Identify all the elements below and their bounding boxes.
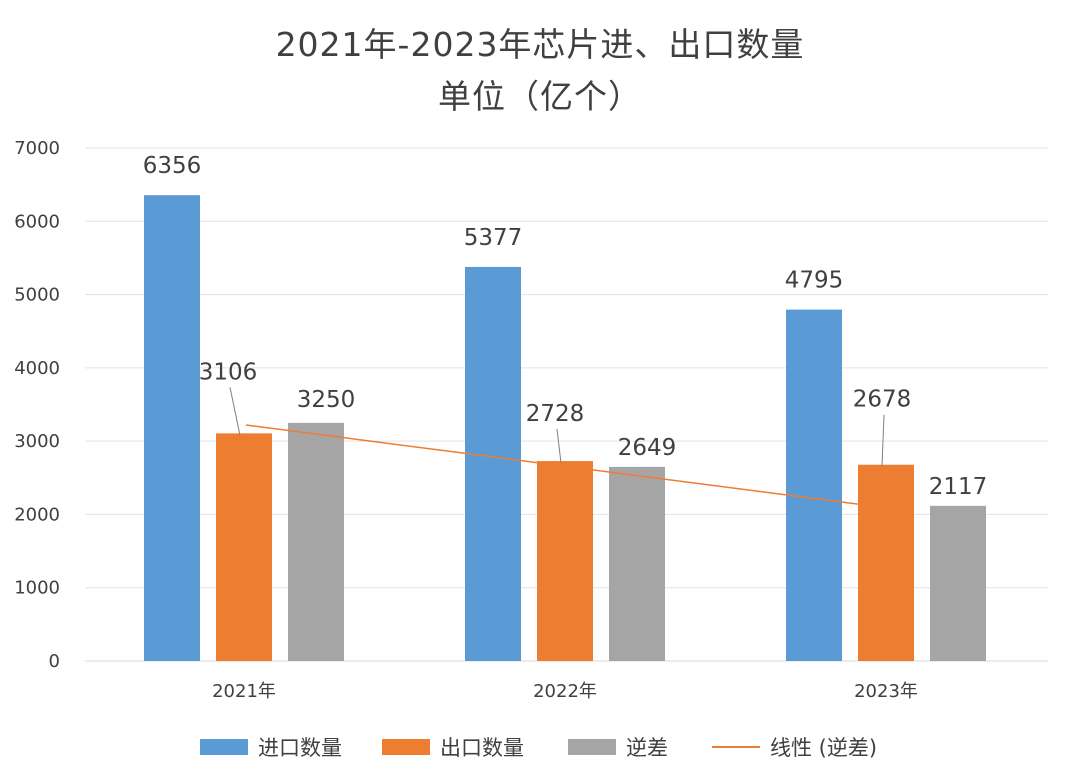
y-tick-label: 2000 [14,504,60,525]
legend: 进口数量 出口数量 逆差 线性 (逆差) [0,731,1080,763]
legend-swatch-import [200,739,248,755]
legend-label-import: 进口数量 [258,736,342,760]
x-tick-label: 2022年 [533,681,597,702]
data-label-leader [556,429,562,464]
legend-swatch-export [382,739,430,755]
bar-export-1 [537,461,593,661]
legend-item-trendline: 线性 (逆差) [712,731,877,763]
data-label-export-2: 2678 [853,387,912,413]
legend-swatch-deficit [568,739,616,755]
legend-swatch-trendline [712,746,760,748]
bar-import-2 [786,309,842,661]
bar-deficit-1 [609,466,665,661]
legend-label-deficit: 逆差 [626,736,668,760]
y-tick-label: 1000 [14,578,60,599]
bar-deficit-0 [288,422,344,661]
data-label-deficit-1: 2649 [618,435,677,461]
bar-export-0 [216,433,272,661]
bar-import-1 [465,266,521,661]
data-label-leader [881,414,885,467]
data-label-leader [229,387,241,436]
y-tick-label: 4000 [14,358,60,379]
y-tick-label: 3000 [14,431,60,452]
chart-title: 2021年-2023年芯片进、出口数量 [275,25,805,64]
data-label-import-1: 5377 [464,225,523,251]
bar-export-2 [858,464,914,661]
x-tick-label: 2021年 [212,681,276,702]
legend-item-export: 出口数量 [382,731,524,763]
y-tick-label: 5000 [14,285,60,306]
data-label-export-1: 2728 [526,401,585,427]
x-tick-label: 2023年 [854,681,918,702]
data-label-import-2: 4795 [785,268,844,294]
data-label-import-0: 6356 [143,153,202,179]
bar-import-0 [144,195,200,662]
chart-subtitle: 单位（亿个） [438,77,642,116]
data-label-deficit-0: 3250 [297,387,356,413]
legend-item-import: 进口数量 [200,731,342,763]
y-tick-label: 6000 [14,211,60,232]
data-label-export-0: 3106 [199,359,258,385]
y-tick-label: 7000 [14,138,60,159]
legend-item-deficit: 逆差 [568,731,668,763]
trendline [245,424,859,505]
bar-deficit-2 [930,505,986,661]
legend-label-trendline: 线性 (逆差) [770,736,878,760]
data-label-deficit-2: 2117 [929,474,988,500]
legend-label-export: 出口数量 [440,736,524,760]
y-tick-label: 0 [49,651,60,672]
